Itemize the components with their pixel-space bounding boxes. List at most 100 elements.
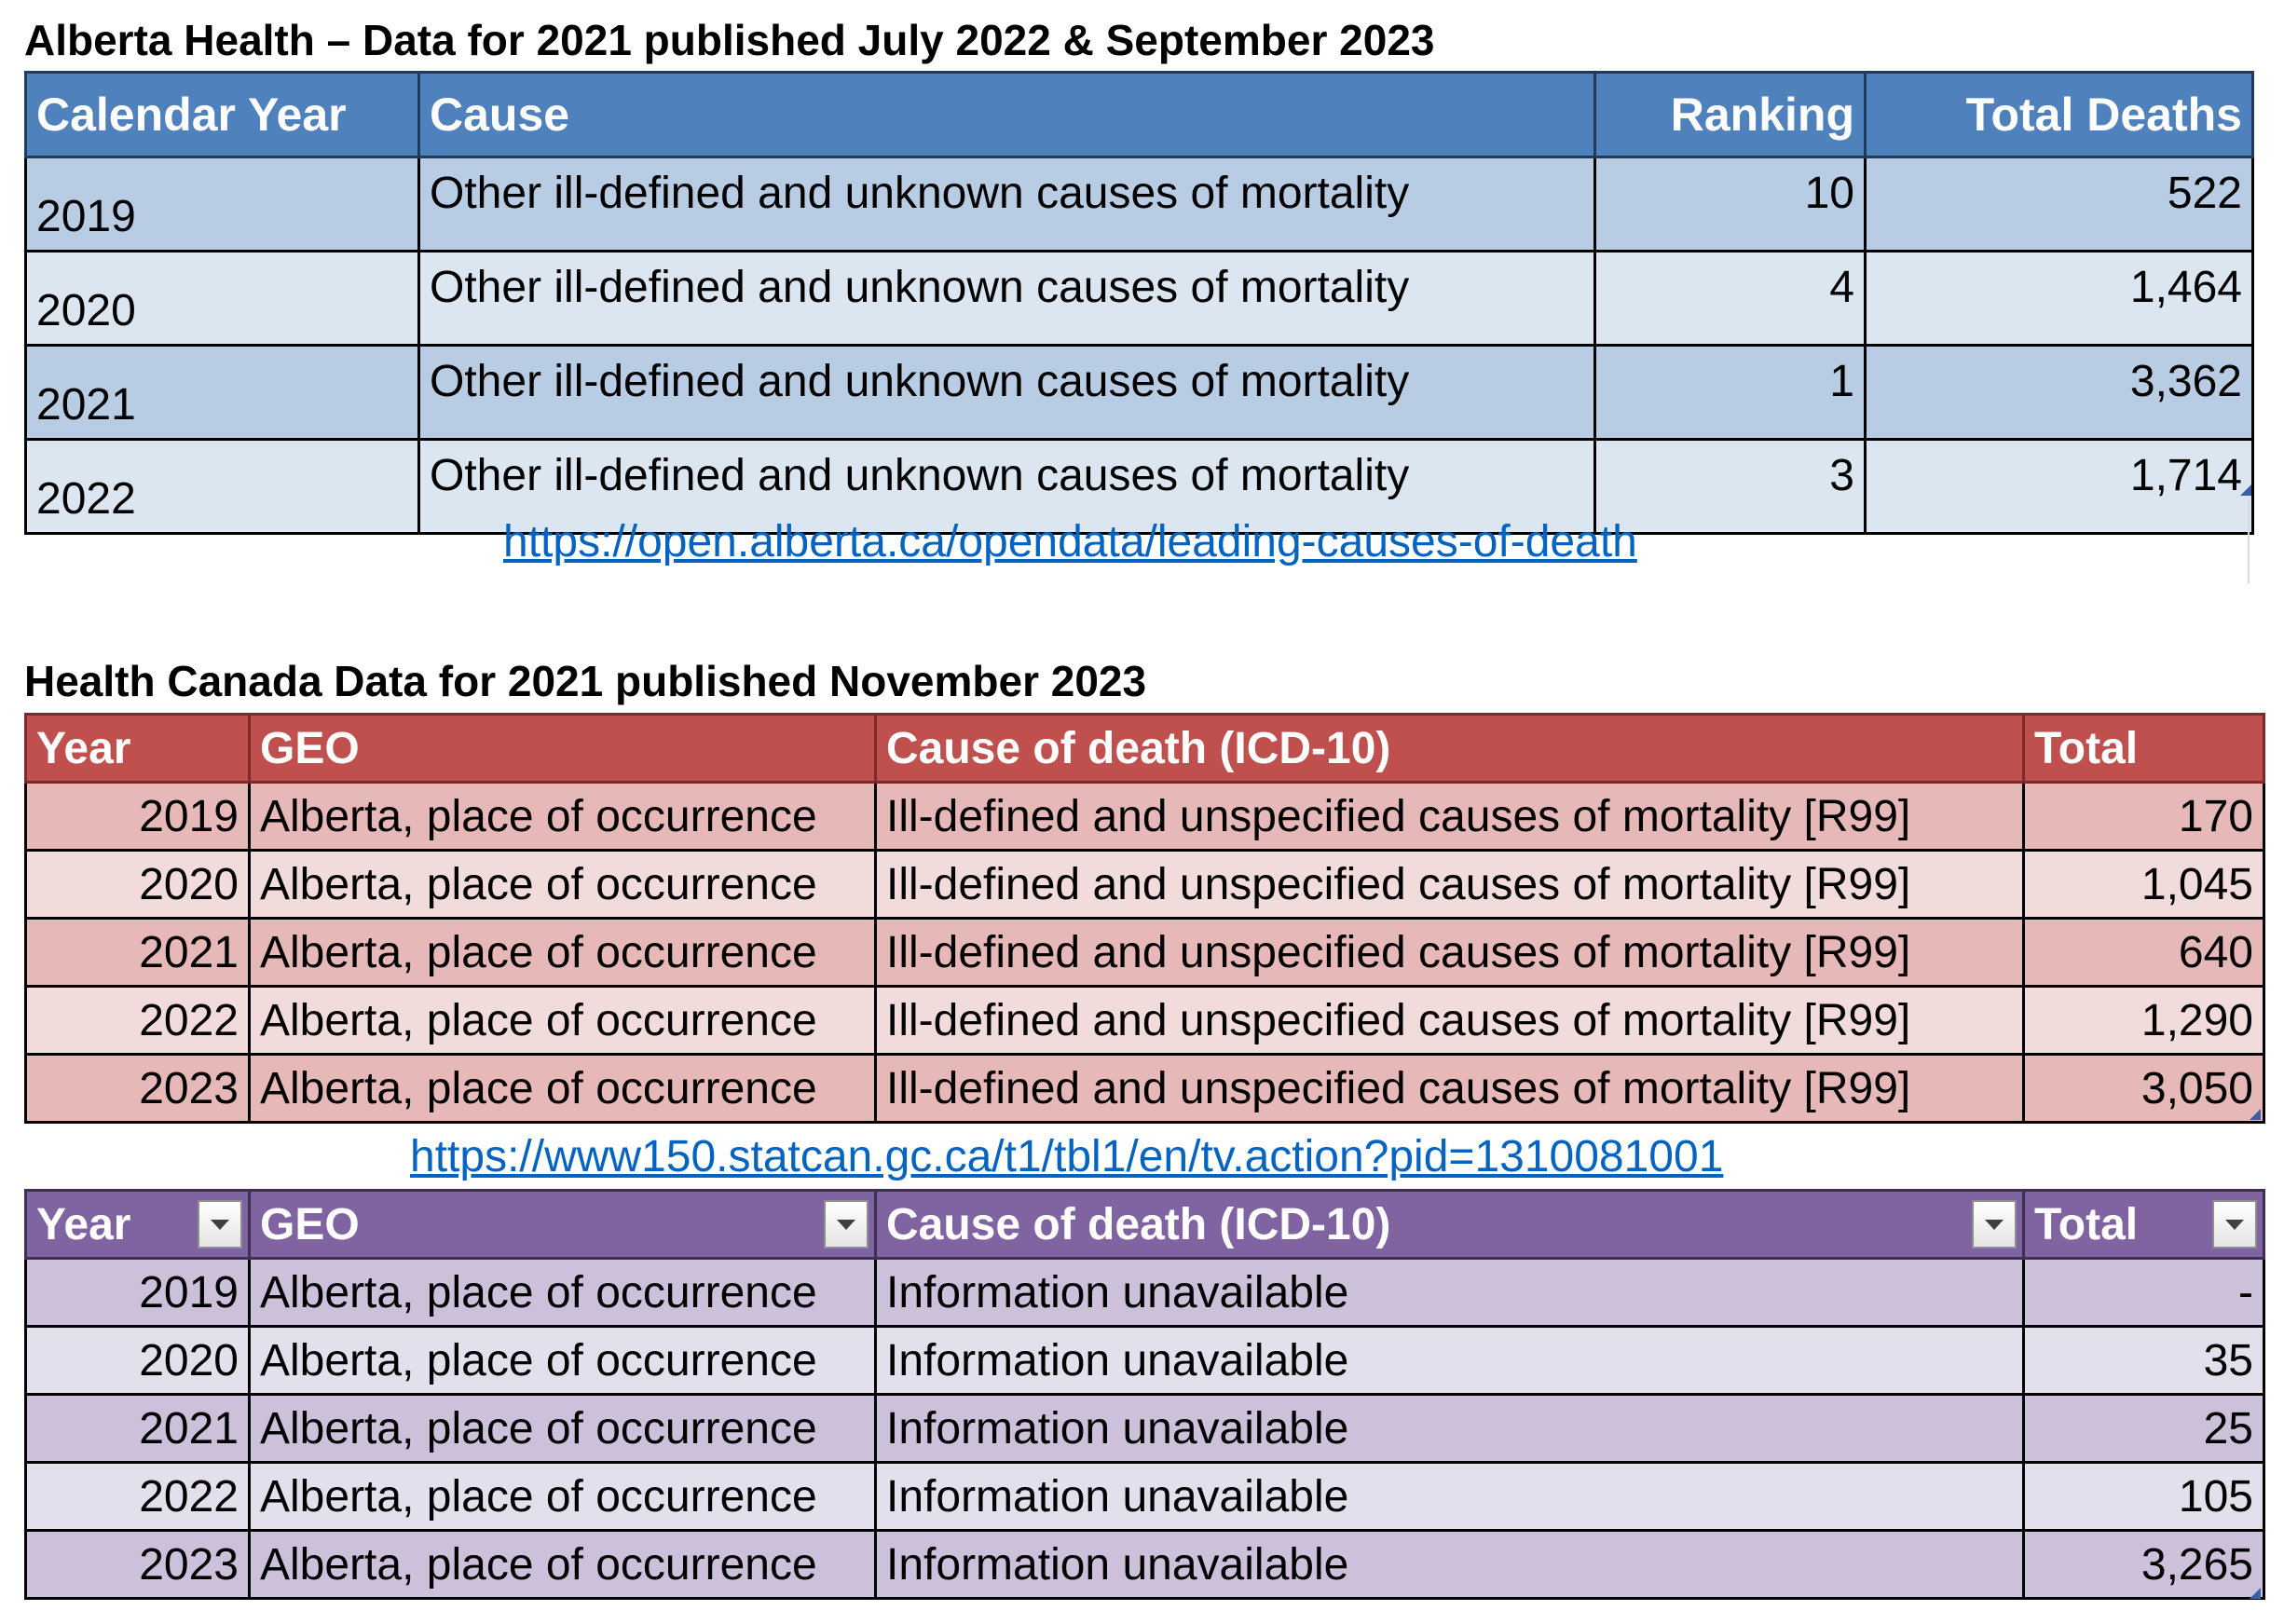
cell-geo[interactable]: Alberta, place of occurrence: [248, 1461, 877, 1532]
cell-cause[interactable]: Information unavailable: [874, 1461, 2025, 1532]
cell-year[interactable]: 2019: [24, 156, 420, 252]
column-header-cause[interactable]: Cause: [417, 71, 1596, 158]
divider: [2248, 499, 2250, 583]
cell-cause[interactable]: Ill-defined and unspecified causes of mo…: [874, 917, 2025, 988]
cell-ranking[interactable]: 4: [1593, 250, 1867, 347]
column-header-geo[interactable]: GEO: [248, 713, 877, 784]
cell-year[interactable]: 2023: [24, 1053, 251, 1124]
section2-heading: Health Canada Data for 2021 published No…: [24, 657, 1147, 705]
column-header-cause-of-death[interactable]: Cause of death (ICD-10): [874, 713, 2025, 784]
cell-geo[interactable]: Alberta, place of occurrence: [248, 1529, 877, 1600]
cell-cause[interactable]: Ill-defined and unspecified causes of mo…: [874, 985, 2025, 1056]
cell-ranking[interactable]: 3: [1593, 438, 1867, 535]
cell-year[interactable]: 2021: [24, 917, 251, 988]
cell-total[interactable]: 1,045: [2022, 849, 2265, 920]
dropdown-filter-icon[interactable]: [2212, 1200, 2257, 1249]
dropdown-filter-icon[interactable]: [198, 1200, 242, 1249]
cell-cause[interactable]: Ill-defined and unspecified causes of mo…: [874, 1053, 2025, 1124]
table-header-row: Calendar Year Cause Ranking Total Deaths: [24, 71, 2254, 158]
cell-year[interactable]: 2020: [24, 1325, 251, 1396]
cell-ranking[interactable]: 1: [1593, 344, 1867, 441]
cell-total-deaths[interactable]: 3,362: [1864, 344, 2254, 441]
cell-total[interactable]: 3,050: [2022, 1053, 2265, 1124]
column-header-year[interactable]: Year: [24, 1189, 251, 1260]
cell-total[interactable]: 3,265: [2022, 1529, 2265, 1600]
cell-cause[interactable]: Ill-defined and unspecified causes of mo…: [874, 849, 2025, 920]
cell-cause[interactable]: Ill-defined and unspecified causes of mo…: [874, 781, 2025, 852]
cell-total[interactable]: 105: [2022, 1461, 2265, 1532]
cell-geo[interactable]: Alberta, place of occurrence: [248, 781, 877, 852]
cell-cause[interactable]: Information unavailable: [874, 1529, 2025, 1600]
cell-total[interactable]: -: [2022, 1257, 2265, 1328]
cell-year[interactable]: 2019: [24, 781, 251, 852]
table-row: 2020 Alberta, place of occurrence Inform…: [24, 1325, 2265, 1396]
cell-year[interactable]: 2021: [24, 1393, 251, 1464]
chevron-down-icon: [2225, 1219, 2244, 1230]
column-header-year[interactable]: Year: [24, 713, 251, 784]
table-row: 2023 Alberta, place of occurrence Ill-de…: [24, 1053, 2265, 1124]
cell-total[interactable]: 35: [2022, 1325, 2265, 1396]
alberta-source-link[interactable]: https://open.alberta.ca/opendata/leading…: [503, 517, 1637, 566]
table-row: 2019 Alberta, place of occurrence Inform…: [24, 1257, 2265, 1328]
cell-year[interactable]: 2021: [24, 344, 420, 441]
cell-cause[interactable]: Information unavailable: [874, 1393, 2025, 1464]
table-header-row: Year GEO Cause of death (ICD-10) Total: [24, 1189, 2265, 1260]
cell-geo[interactable]: Alberta, place of occurrence: [248, 1393, 877, 1464]
table-row: 2021 Alberta, place of occurrence Ill-de…: [24, 917, 2265, 988]
table-row: 2020 Other ill-defined and unknown cause…: [24, 250, 2254, 347]
cell-year[interactable]: 2022: [24, 1461, 251, 1532]
cell-geo[interactable]: Alberta, place of occurrence: [248, 1325, 877, 1396]
column-header-year-label: Year: [36, 1199, 131, 1249]
cell-total[interactable]: 640: [2022, 917, 2265, 988]
cell-cause[interactable]: Information unavailable: [874, 1257, 2025, 1328]
column-header-ranking[interactable]: Ranking: [1593, 71, 1867, 158]
column-header-cause-label: Cause of death (ICD-10): [886, 1199, 1391, 1249]
cell-cause[interactable]: Information unavailable: [874, 1325, 2025, 1396]
table-row: 2021 Other ill-defined and unknown cause…: [24, 344, 2254, 441]
table-row: 2020 Alberta, place of occurrence Ill-de…: [24, 849, 2265, 920]
column-header-cause-of-death[interactable]: Cause of death (ICD-10): [874, 1189, 2025, 1260]
table-resize-handle-icon[interactable]: [2240, 484, 2251, 496]
cell-cause[interactable]: Other ill-defined and unknown causes of …: [417, 438, 1596, 535]
cell-year[interactable]: 2020: [24, 849, 251, 920]
cell-total[interactable]: 1,290: [2022, 985, 2265, 1056]
cell-year[interactable]: 2020: [24, 250, 420, 347]
cell-ranking[interactable]: 10: [1593, 156, 1867, 252]
column-header-total-deaths[interactable]: Total Deaths: [1864, 71, 2254, 158]
table-resize-handle-icon[interactable]: [2250, 1588, 2261, 1599]
cell-year[interactable]: 2019: [24, 1257, 251, 1328]
cell-total-deaths[interactable]: 1,714: [1864, 438, 2254, 535]
cell-year[interactable]: 2023: [24, 1529, 251, 1600]
column-header-total[interactable]: Total: [2022, 1189, 2265, 1260]
cell-total-deaths[interactable]: 522: [1864, 156, 2254, 252]
cell-cause[interactable]: Other ill-defined and unknown causes of …: [417, 344, 1596, 441]
column-header-geo[interactable]: GEO: [248, 1189, 877, 1260]
table-row: 2019 Other ill-defined and unknown cause…: [24, 156, 2254, 252]
cell-geo[interactable]: Alberta, place of occurrence: [248, 985, 877, 1056]
statcan-source-link[interactable]: https://www150.statcan.gc.ca/t1/tbl1/en/…: [410, 1132, 1724, 1181]
column-header-calendar-year[interactable]: Calendar Year: [24, 71, 420, 158]
chevron-down-icon: [211, 1219, 229, 1230]
cell-total[interactable]: 170: [2022, 781, 2265, 852]
table-resize-handle-icon[interactable]: [2250, 1109, 2261, 1120]
dropdown-filter-icon[interactable]: [1972, 1200, 2017, 1249]
cell-year[interactable]: 2022: [24, 985, 251, 1056]
cell-total-deaths[interactable]: 1,464: [1864, 250, 2254, 347]
chevron-down-icon: [837, 1219, 855, 1230]
cell-geo[interactable]: Alberta, place of occurrence: [248, 849, 877, 920]
table-row: 2022 Other ill-defined and unknown cause…: [24, 438, 2254, 535]
cell-geo[interactable]: Alberta, place of occurrence: [248, 1257, 877, 1328]
cell-cause[interactable]: Other ill-defined and unknown causes of …: [417, 250, 1596, 347]
cell-cause[interactable]: Other ill-defined and unknown causes of …: [417, 156, 1596, 252]
cell-geo[interactable]: Alberta, place of occurrence: [248, 1053, 877, 1124]
column-header-total[interactable]: Total: [2022, 713, 2265, 784]
table-row: 2022 Alberta, place of occurrence Inform…: [24, 1461, 2265, 1532]
column-header-total-label: Total: [2034, 1199, 2139, 1249]
cell-total[interactable]: 25: [2022, 1393, 2265, 1464]
cell-geo[interactable]: Alberta, place of occurrence: [248, 917, 877, 988]
dropdown-filter-icon[interactable]: [824, 1200, 868, 1249]
health-canada-r99-table: Year GEO Cause of death (ICD-10) Total 2…: [24, 713, 2265, 1124]
table-row: 2023 Alberta, place of occurrence Inform…: [24, 1529, 2265, 1600]
cell-year[interactable]: 2022: [24, 438, 420, 535]
table-row: 2022 Alberta, place of occurrence Ill-de…: [24, 985, 2265, 1056]
